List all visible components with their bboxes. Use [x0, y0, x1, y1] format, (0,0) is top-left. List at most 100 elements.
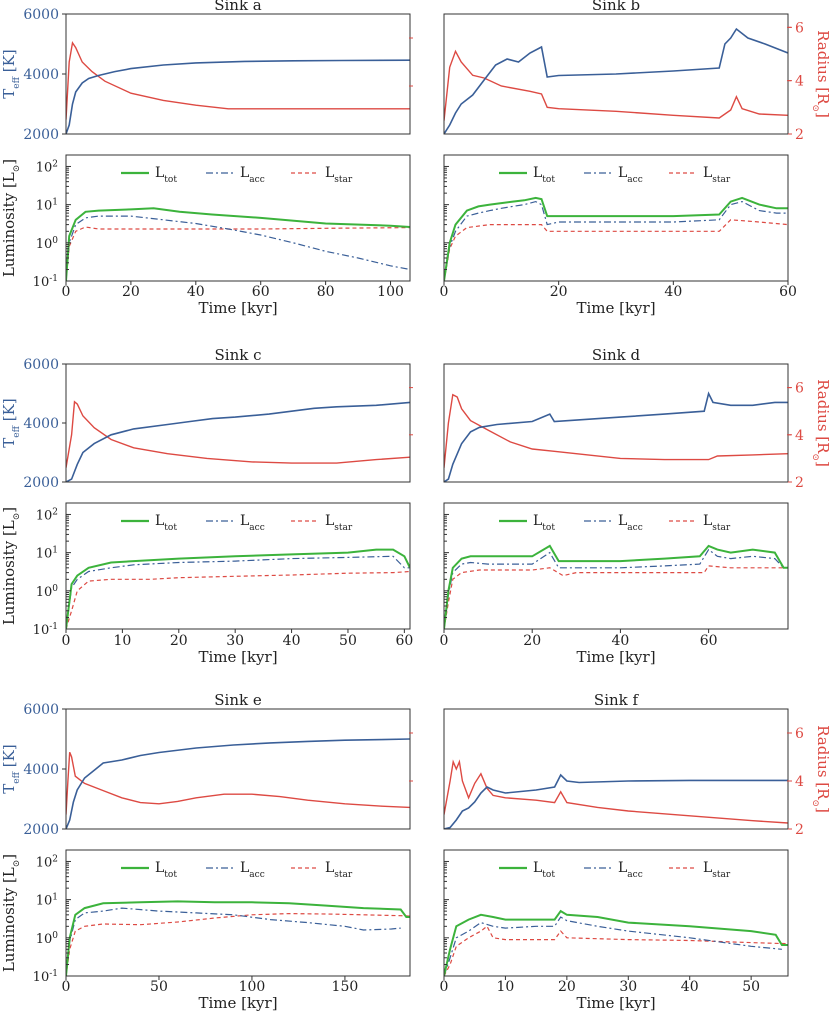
x-tick-label: 0 [440, 979, 449, 995]
radius-axis-label: Radius [R⊙] [810, 725, 830, 813]
x-tick-label: 40 [664, 284, 682, 300]
x-tick-label: 60 [395, 633, 413, 649]
x-tick-label: 60 [779, 284, 797, 300]
radius-line [444, 393, 788, 468]
legend-label-ltot: Ltot [533, 860, 555, 880]
x-tick-label: 20 [122, 284, 140, 300]
lum-tick-label: 101 [36, 893, 58, 909]
x-tick-label: 0 [440, 633, 449, 649]
teff-tick-label: 2000 [23, 822, 59, 838]
x-axis-label: Time [kyr] [198, 299, 277, 317]
lstar-line [66, 570, 410, 629]
x-axis-label: Time [kyr] [576, 299, 655, 317]
lstar-line [66, 912, 410, 976]
legend-label-lacc: Lacc [240, 513, 265, 533]
bottom-axes-frame [443, 154, 789, 282]
teff-tick-label: 6000 [23, 702, 59, 718]
legend-label-lacc: Lacc [240, 165, 265, 185]
x-tick-label: 10 [113, 633, 131, 649]
legend-label-ltot: Ltot [155, 513, 177, 533]
x-tick-label: 40 [611, 633, 629, 649]
teff-line [444, 27, 788, 134]
teff-axis-label: Teff [K] [0, 744, 22, 793]
bottom-axes-frame [65, 154, 411, 282]
lstar-line [66, 226, 410, 281]
ltot-line [66, 207, 410, 281]
teff-tick-label: 4000 [23, 416, 59, 432]
legend-label-lstar: Lstar [325, 860, 353, 880]
teff-tick-label: 4000 [23, 762, 59, 778]
radius-tick-label: 6 [795, 381, 804, 397]
lum-tick-label: 102 [36, 507, 58, 523]
x-tick-label: 60 [700, 633, 718, 649]
x-tick-label: 0 [62, 284, 71, 300]
lacc-line [66, 215, 410, 281]
lstar-line [444, 565, 788, 629]
radius-line [66, 751, 410, 815]
top-axes-frame [443, 363, 789, 483]
legend-label-lacc: Lacc [618, 513, 643, 533]
x-tick-label: 150 [332, 979, 359, 995]
lum-tick-label: 100 [36, 236, 59, 252]
x-tick-label: 40 [681, 979, 699, 995]
x-tick-label: 30 [226, 633, 244, 649]
top-axes-frame [65, 708, 411, 830]
teff-tick-label: 4000 [23, 67, 59, 83]
panel-title: Sink d [592, 346, 641, 364]
lum-tick-label: 100 [36, 931, 59, 947]
x-tick-label: 0 [62, 633, 71, 649]
legend-label-ltot: Ltot [155, 165, 177, 185]
x-tick-label: 0 [440, 284, 449, 300]
x-tick-label: 50 [339, 633, 357, 649]
teff-line [444, 391, 788, 482]
x-axis-label: Time [kyr] [576, 994, 655, 1012]
x-tick-label: 100 [377, 284, 404, 300]
x-axis-label: Time [kyr] [198, 648, 277, 666]
lstar-line [444, 925, 788, 976]
legend-label-lstar: Lstar [325, 165, 353, 185]
ltot-line [444, 196, 788, 281]
legend-label-ltot: Ltot [155, 860, 177, 880]
x-tick-label: 20 [523, 633, 541, 649]
radius-tick-label: 6 [795, 726, 804, 742]
radius-tick-label: 4 [795, 428, 804, 444]
teff-axis-label: Teff [K] [0, 49, 22, 98]
x-tick-label: 40 [283, 633, 301, 649]
x-tick-label: 50 [742, 979, 760, 995]
panel-sink-a: Sink a 2000 4000 6000 Teff [K] 10-1 100 101 102 L… [0, 0, 413, 317]
teff-tick-label: 2000 [23, 127, 59, 143]
x-tick-label: 20 [558, 979, 576, 995]
legend-label-lstar: Lstar [703, 513, 731, 533]
lum-tick-label: 100 [36, 584, 59, 600]
teff-line [66, 738, 410, 829]
lum-tick-label: 10-1 [33, 969, 58, 985]
radius-tick-label: 6 [795, 20, 804, 36]
radius-axis-label: Radius [R⊙] [810, 379, 830, 467]
teff-line [66, 59, 410, 134]
legend-label-ltot: Ltot [533, 513, 555, 533]
panel-sink-d: Sink d 2 4 6 Radius [R⊙] 0 20 40 60 Time [kyr] Lto… [440, 346, 830, 666]
x-tick-label: 0 [62, 979, 71, 995]
ltot-line [66, 900, 410, 976]
lum-tick-label: 10-1 [33, 622, 58, 638]
lstar-line [444, 219, 788, 281]
teff-line [66, 401, 410, 482]
x-tick-label: 80 [317, 284, 335, 300]
x-tick-label: 40 [187, 284, 205, 300]
teff-line [444, 773, 788, 829]
x-tick-label: 50 [150, 979, 168, 995]
bottom-axes-frame [65, 849, 411, 977]
radius-tick-label: 2 [795, 475, 804, 491]
lum-tick-label: 102 [36, 854, 58, 870]
lacc-line [444, 200, 788, 281]
top-axes-frame [65, 13, 411, 135]
lum-tick-label: 101 [36, 546, 58, 562]
lacc-line [444, 548, 788, 629]
radius-tick-label: 2 [795, 822, 804, 838]
panel-sink-f: Sink f 2 4 6 Radius [R⊙] 0 10 20 30 40 50 Time [kyr… [440, 691, 830, 1012]
lum-tick-label: 102 [36, 159, 58, 175]
panel-title: Sink e [214, 691, 262, 709]
radius-axis-label: Radius [R⊙] [810, 30, 830, 118]
radius-line [444, 759, 788, 824]
